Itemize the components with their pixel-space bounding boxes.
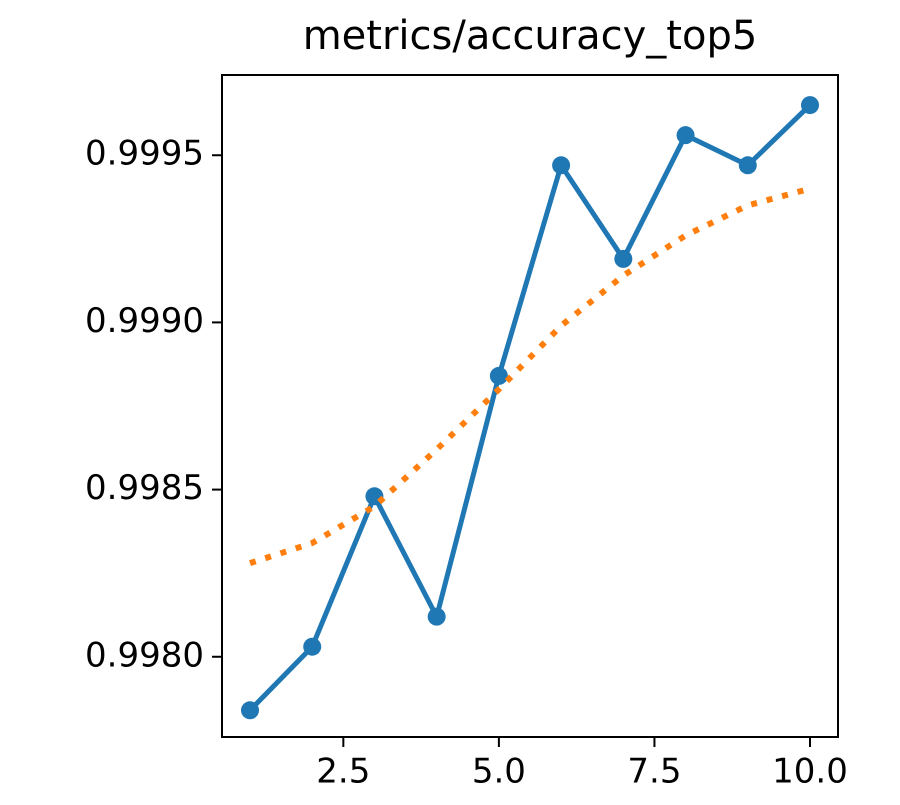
y-tick-label: 0.9990 (85, 301, 204, 341)
data-point (614, 249, 633, 268)
y-tick-label: 0.9995 (85, 134, 204, 174)
y-tick-label: 0.9980 (85, 635, 204, 675)
x-tick-label: 10.0 (772, 752, 848, 792)
series-line (248, 103, 812, 713)
data-point (676, 126, 695, 145)
data-point (489, 366, 508, 385)
data-point (552, 156, 571, 175)
y-tick-label: 0.9985 (85, 468, 204, 508)
chart-title: metrics/accuracy_top5 (303, 13, 758, 59)
x-tick-label: 5.0 (472, 752, 526, 792)
data-point (427, 607, 446, 626)
series-line (249, 185, 811, 566)
data-point (738, 156, 757, 175)
data-point (241, 701, 259, 720)
x-tick-label: 7.5 (627, 752, 681, 792)
data-point (303, 637, 322, 656)
plot-frame (221, 74, 839, 738)
data-point (801, 96, 819, 115)
x-tick-label: 2.5 (316, 752, 370, 792)
